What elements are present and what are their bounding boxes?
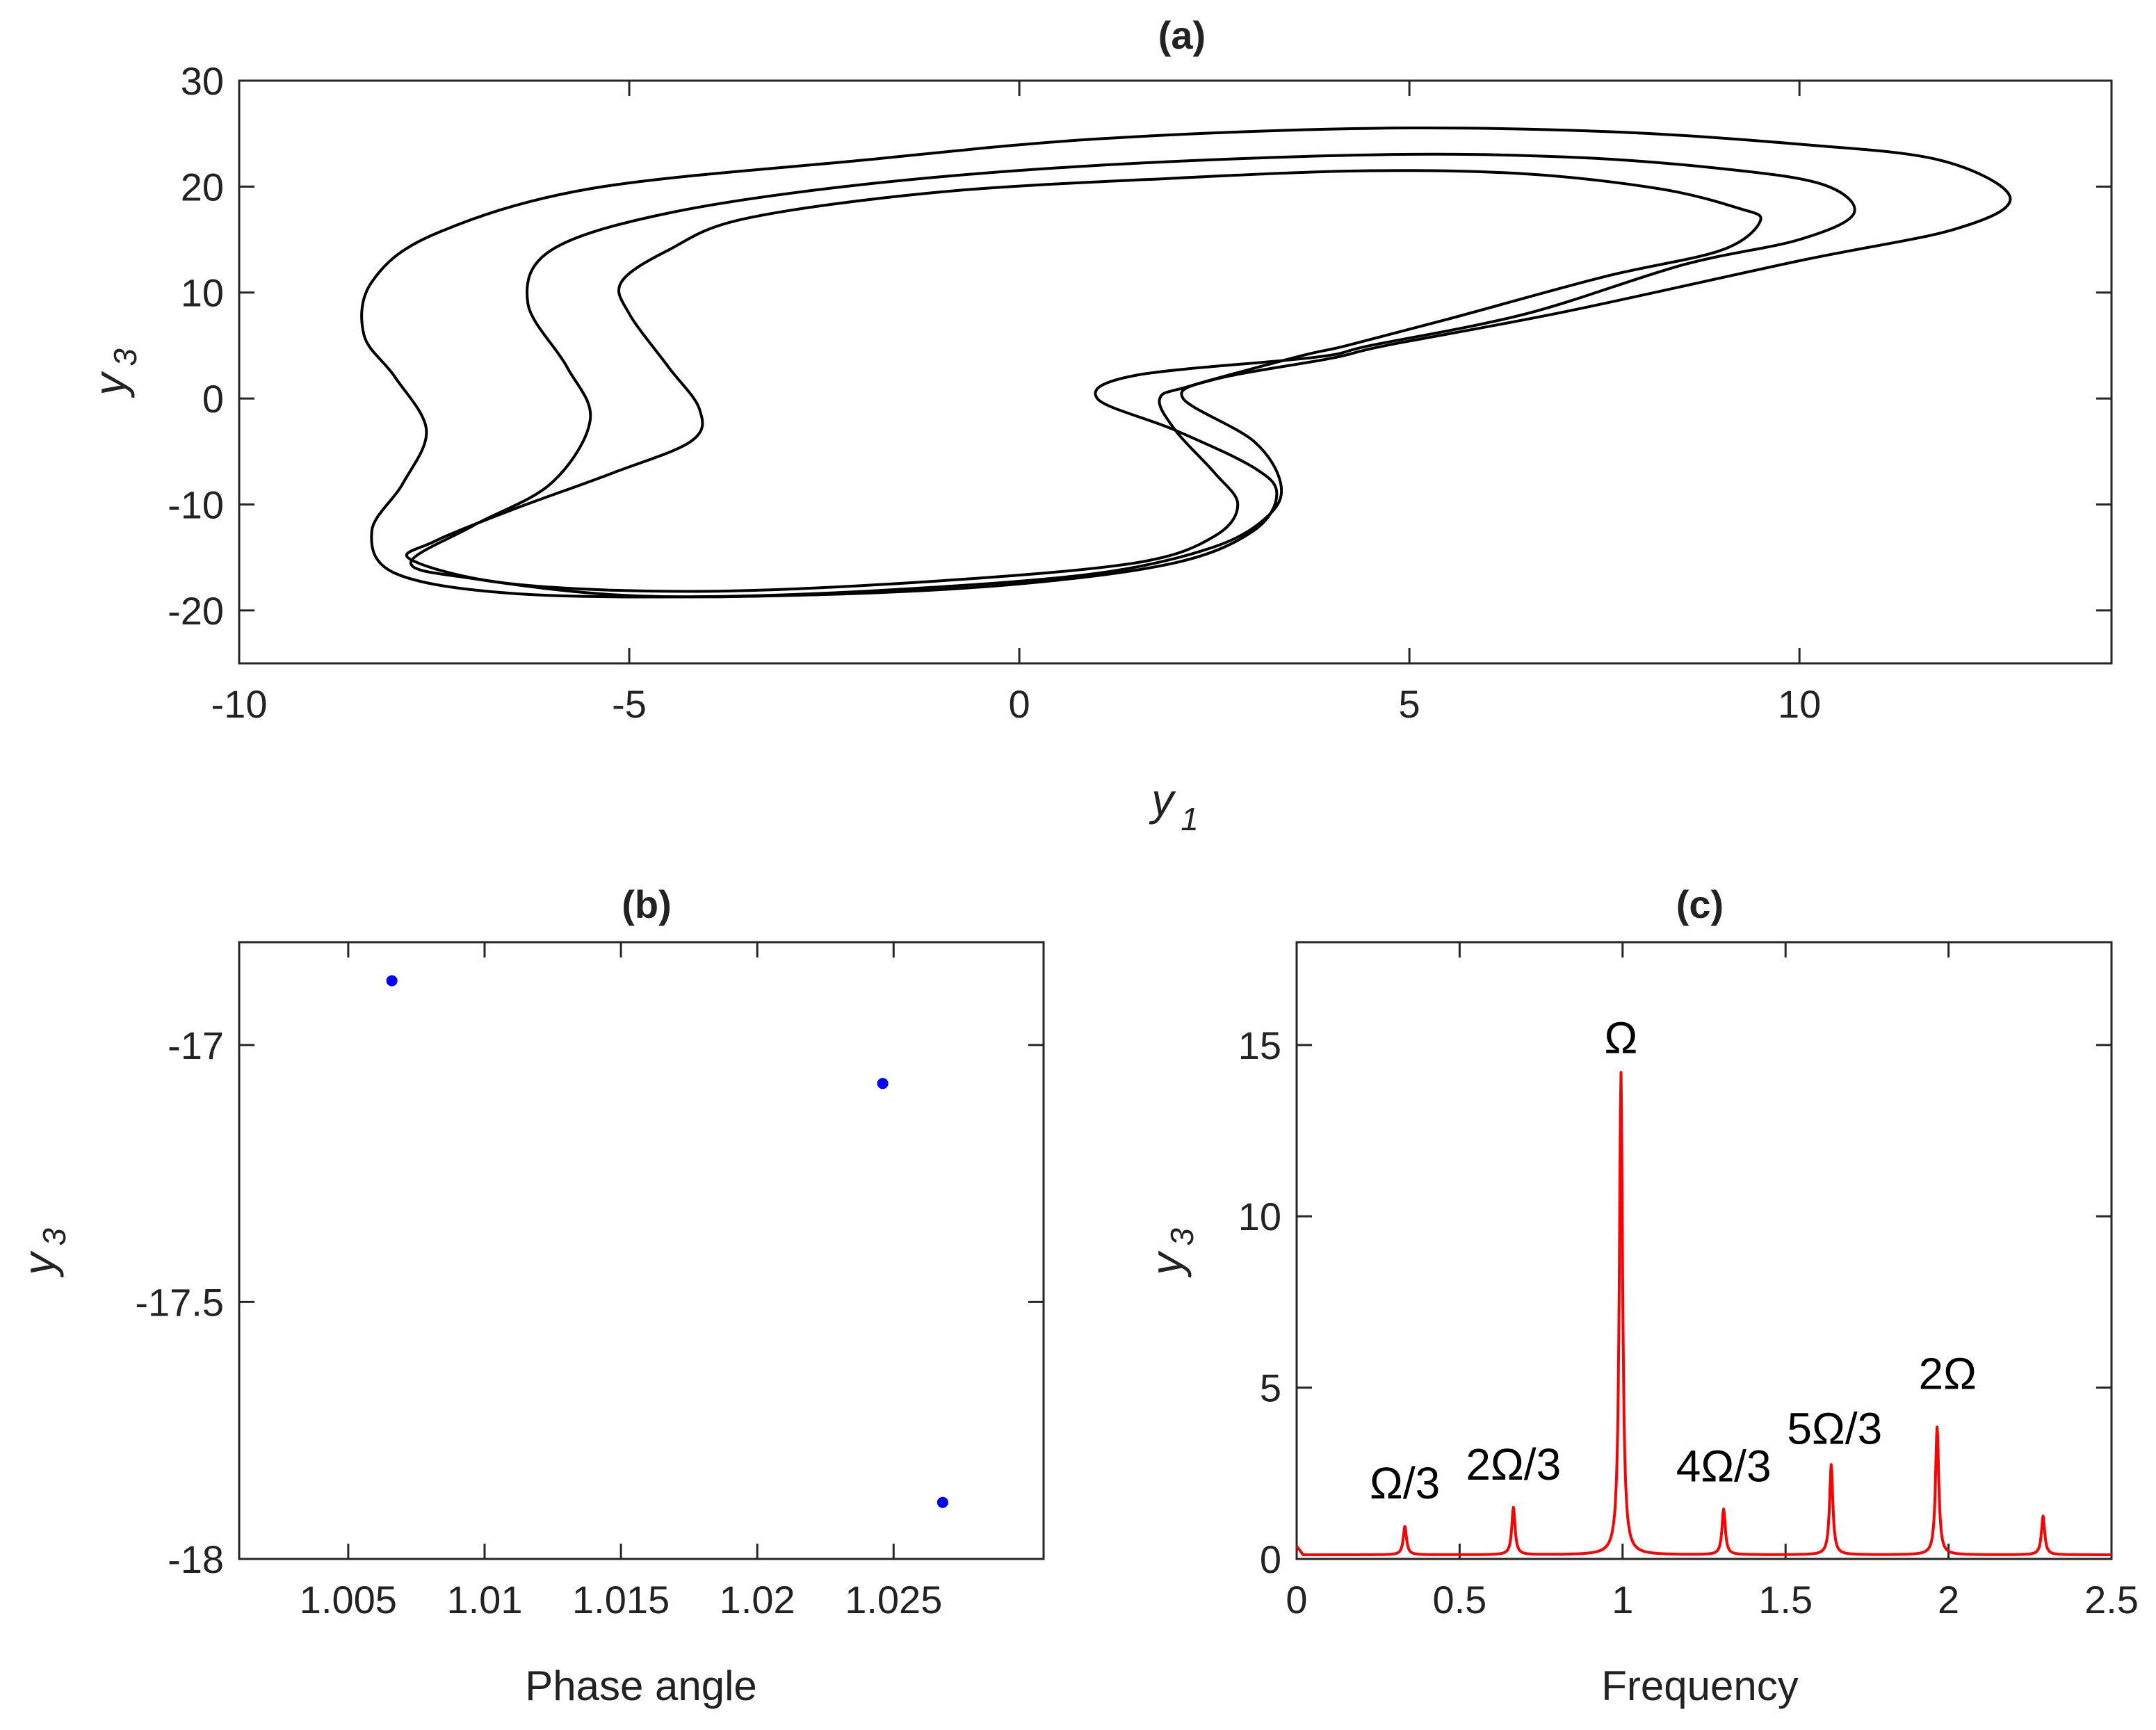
- panel-a-ytick-label: -20: [168, 589, 224, 633]
- panel-a-ticks: -10 -5 0 5 10 30 20 10 0 -10 -20: [168, 59, 2112, 726]
- panel-b-ytick-label: -18: [168, 1537, 224, 1581]
- panel-b-axes-box: [238, 941, 1045, 1560]
- peak-label: 2Ω/3: [1466, 1439, 1561, 1489]
- panel-b-xtick-label: 1.025: [845, 1578, 942, 1622]
- panel-a-axes-box: [238, 79, 2113, 665]
- panel-c-ytick-label: 15: [1238, 1024, 1281, 1067]
- panel-c-xtick-label: 1: [1612, 1578, 1633, 1622]
- panel-b-ytick-label: -17: [168, 1024, 224, 1067]
- panel-b-xtick-label: 1.02: [720, 1578, 795, 1622]
- panel-c-ytick-label: 0: [1260, 1537, 1281, 1581]
- panel-c-ytick-label: 5: [1260, 1366, 1281, 1410]
- panel-b-points: [386, 975, 948, 1508]
- panel-a-ytick-label: -10: [168, 483, 224, 526]
- panel-c-ylabel: y3: [1142, 1228, 1200, 1278]
- peak-label: 5Ω/3: [1787, 1403, 1882, 1453]
- panel-c-ytick-label: 10: [1238, 1195, 1281, 1238]
- panel-a-ytick-label: 20: [181, 165, 224, 209]
- panel-b-ylabel: y3: [14, 1228, 72, 1278]
- peak-label: 4Ω/3: [1676, 1441, 1772, 1491]
- spectrum-line: [1295, 1071, 2113, 1556]
- panel-c-xtick-label: 2: [1938, 1578, 1959, 1622]
- peak-label: 2Ω: [1918, 1348, 1976, 1398]
- panel-c-spectrum: [1295, 1071, 2113, 1556]
- orbit-loop-1: [360, 127, 2012, 599]
- panel-a-orbit: [360, 127, 2012, 599]
- panel-c-ticks: 0 0.5 1 1.5 2 2.5 0 5 10 15: [1238, 942, 2139, 1622]
- panel-c-title: (c): [1676, 882, 1724, 926]
- panel-b-ytick-label: -17.5: [135, 1280, 224, 1324]
- panel-c-xlabel: Frequency: [1601, 1663, 1798, 1709]
- panel-b-xtick-label: 1.015: [572, 1578, 670, 1622]
- peak-label: Ω: [1605, 1012, 1638, 1062]
- panel-c-xtick-label: 2.5: [2084, 1578, 2139, 1622]
- panel-b-ticks: 1.005 1.01 1.015 1.02 1.025 -17 -17.5 -18: [135, 942, 1044, 1622]
- panel-a-ylabel: y3: [85, 348, 143, 398]
- panel-a-xtick-label: 0: [1009, 682, 1030, 726]
- panel-a-ytick-label: 0: [202, 377, 224, 421]
- panel-a-ytick-label: 10: [181, 271, 224, 315]
- panel-c-xtick-label: 0.5: [1432, 1578, 1486, 1622]
- panel-a-xtick-label: 10: [1778, 682, 1821, 726]
- panel-a-xtick-label: -5: [612, 682, 647, 726]
- panel-c-xtick-label: 0: [1286, 1578, 1307, 1622]
- panel-c-axes-box: [1295, 941, 2113, 1560]
- panel-c: (c) 0 0.5 1 1.5 2 2.5 0 5 10 15 Ω/3 2Ω/3 Ω 4Ω/3 5Ω/3 2…: [1142, 882, 2139, 1709]
- poincare-point-2: [877, 1078, 889, 1090]
- panel-c-peak-labels: Ω/3 2Ω/3 Ω 4Ω/3 5Ω/3 2Ω: [1370, 1012, 1977, 1508]
- panel-a-ytick-label: 30: [181, 59, 224, 103]
- panel-b: (b) 1.005 1.01 1.015 1.02 1.025 -17 -17.5 -18 y…: [14, 882, 1045, 1709]
- poincare-point-3: [937, 1496, 948, 1508]
- peak-label: Ω/3: [1370, 1458, 1440, 1508]
- panel-a-title: (a): [1158, 13, 1206, 57]
- panel-a-xtick-label: -10: [211, 682, 268, 726]
- panel-b-xtick-label: 1.01: [446, 1578, 522, 1622]
- panel-a-xtick-label: 5: [1399, 682, 1420, 726]
- panel-c-xtick-label: 1.5: [1758, 1578, 1813, 1622]
- panel-b-xlabel: Phase angle: [525, 1663, 757, 1709]
- poincare-point-1: [386, 975, 398, 987]
- panel-b-title: (b): [622, 882, 672, 926]
- orbit-loop-2: [409, 152, 1856, 599]
- panel-b-xtick-label: 1.005: [300, 1578, 397, 1622]
- orbit-loop-3: [405, 169, 1762, 593]
